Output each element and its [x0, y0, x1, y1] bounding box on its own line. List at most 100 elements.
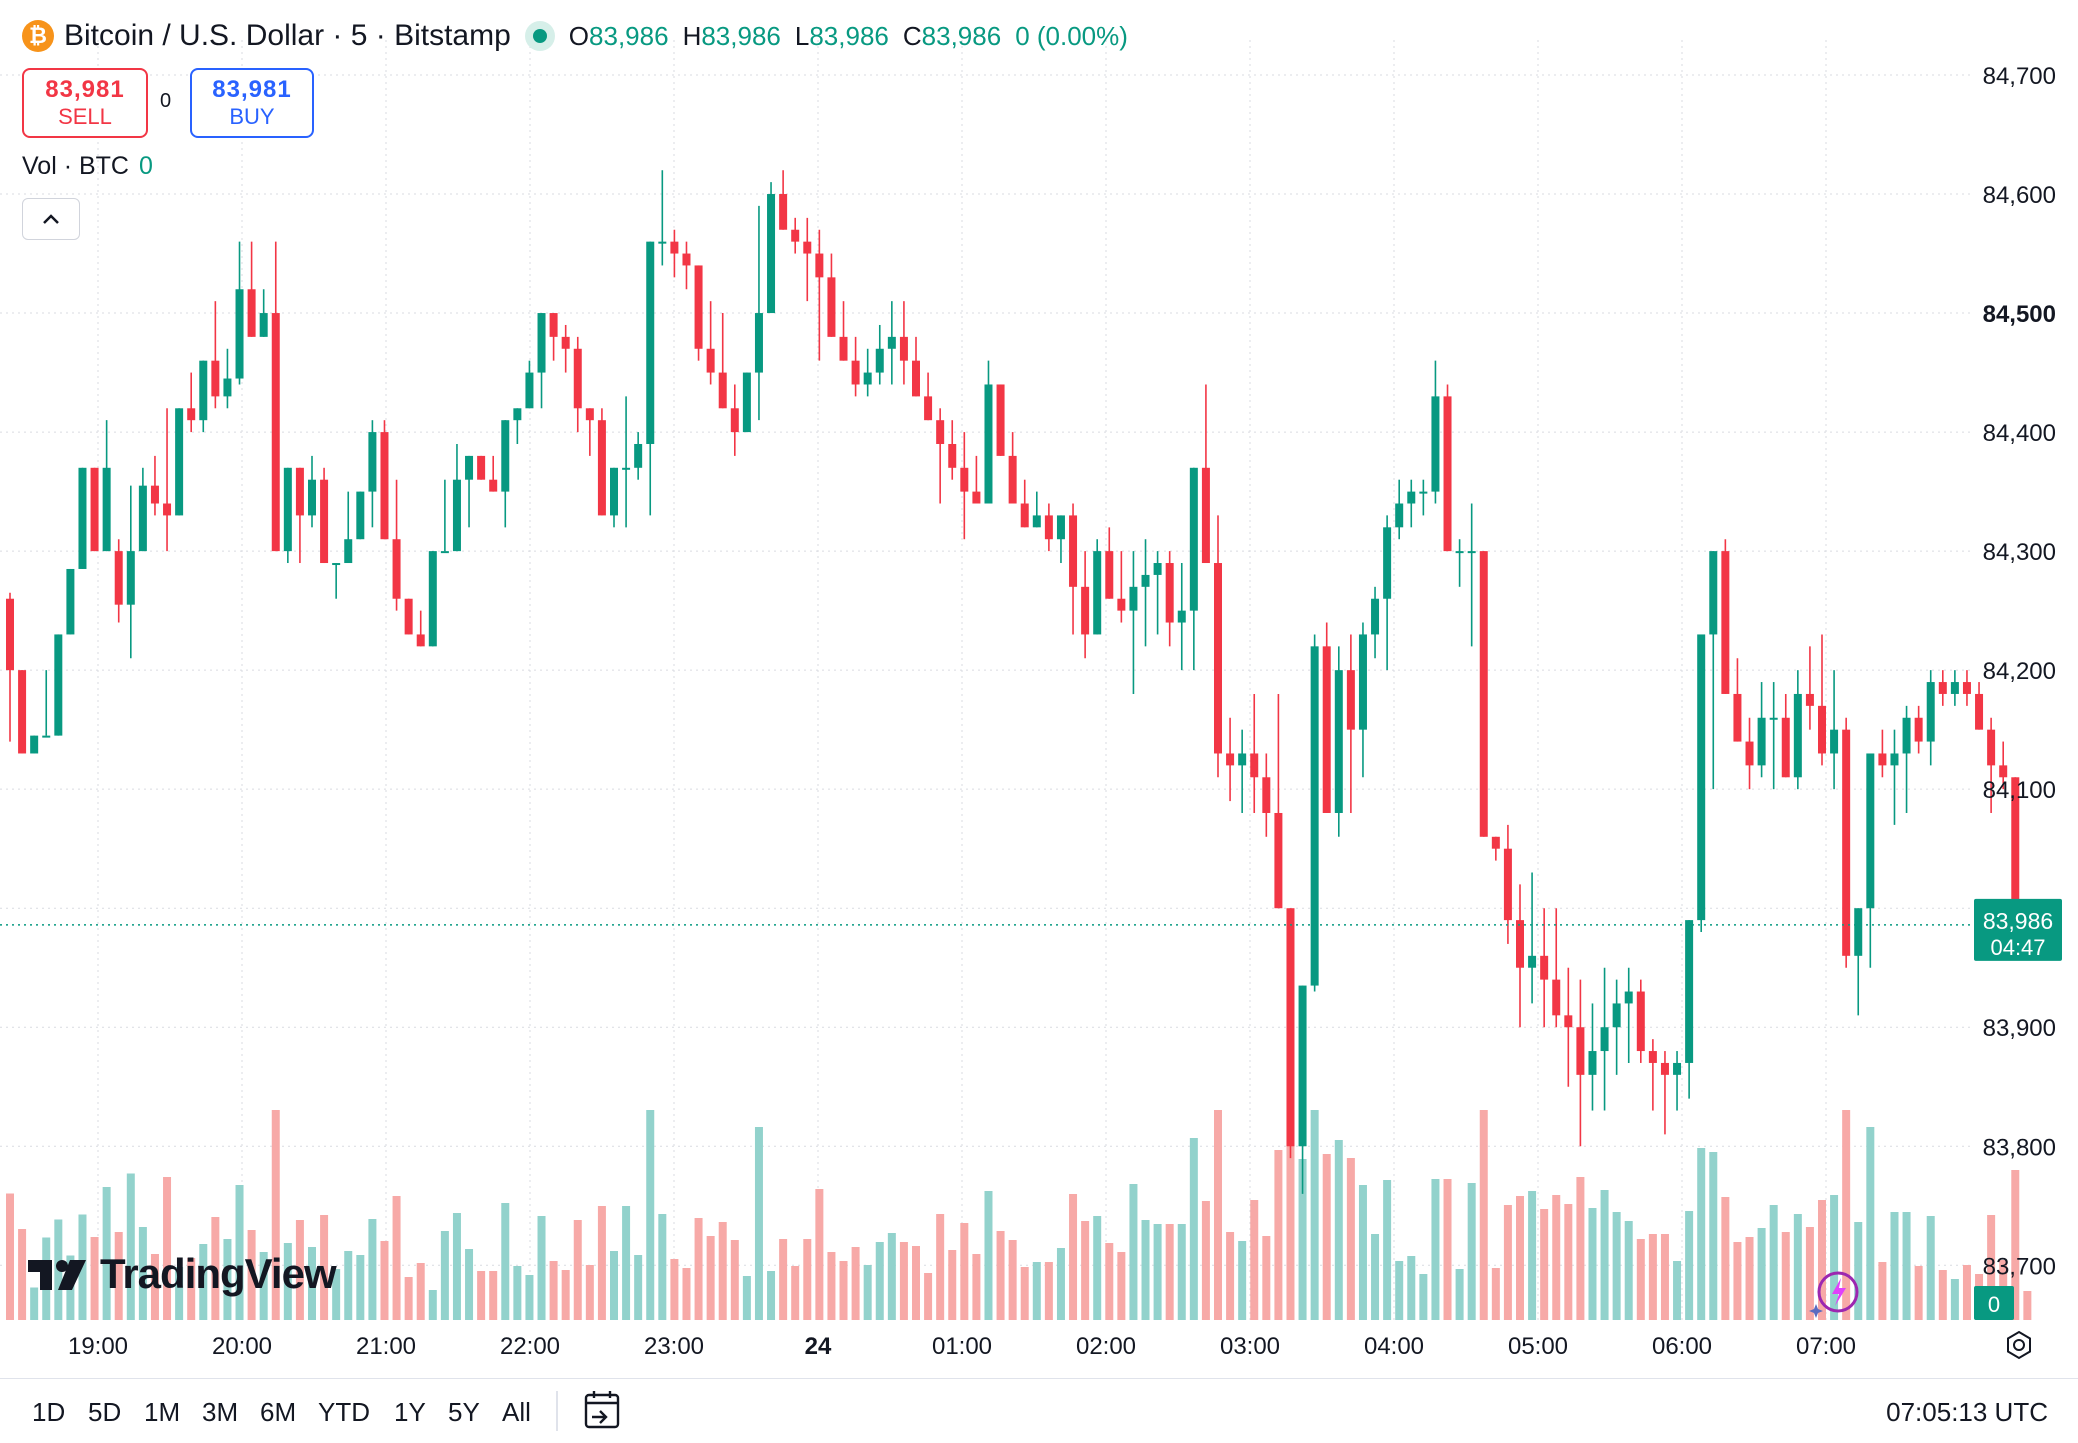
volume-bar: [1890, 1212, 1899, 1320]
time-tick-label: 03:00: [1220, 1333, 1280, 1360]
volume-bar: [1274, 1150, 1283, 1320]
volume-bar: [1648, 1234, 1657, 1320]
volume-bar: [791, 1266, 800, 1320]
candle-body: [223, 378, 232, 397]
time-tick-label: 23:00: [644, 1333, 704, 1360]
tradingview-logo-text: TradingView: [100, 1250, 337, 1297]
volume-bar: [658, 1214, 667, 1320]
candle-body: [114, 551, 123, 605]
price-tick-label: 84,500: [1983, 301, 2056, 328]
timeframe-5d[interactable]: 5D: [88, 1397, 122, 1427]
volume-bar: [863, 1265, 872, 1320]
candle-body: [1419, 491, 1428, 494]
candle-body: [1528, 955, 1537, 968]
timeframe-ytd[interactable]: YTD: [318, 1397, 370, 1427]
candle-body: [682, 253, 691, 266]
volume-bar: [1467, 1183, 1476, 1320]
candle-body: [1588, 1051, 1597, 1075]
volume-bar: [1540, 1209, 1549, 1320]
volume-bar: [332, 1269, 341, 1320]
symbol-header: ₿ Bitcoin / U.S. Dollar · 5 · Bitstamp O…: [22, 14, 1142, 58]
candle-body: [465, 455, 474, 480]
fast-action-icon[interactable]: [1808, 1268, 1860, 1325]
volume-bar: [1685, 1211, 1694, 1320]
price-tick-label: 84,200: [1983, 658, 2056, 685]
symbol-title[interactable]: Bitcoin / U.S. Dollar · 5 · Bitstamp: [64, 19, 511, 52]
high-value: 83,986: [701, 20, 781, 51]
volume-bar: [513, 1266, 522, 1320]
candle-body: [585, 408, 594, 421]
timeframe-3m[interactable]: 3M: [202, 1397, 239, 1427]
timeframe-1d[interactable]: 1D: [32, 1397, 66, 1427]
candle-body: [972, 491, 981, 504]
volume-bar: [1673, 1261, 1682, 1320]
timeframe-6m[interactable]: 6M: [260, 1397, 297, 1427]
go-to-date-button[interactable]: [582, 1389, 622, 1436]
time-tick-label: 04:00: [1364, 1333, 1424, 1360]
volume-bar: [30, 1287, 39, 1320]
volume-bar: [1721, 1197, 1730, 1320]
volume-bar: [380, 1241, 389, 1320]
volume-bar: [646, 1110, 655, 1320]
volume-bar: [1020, 1267, 1029, 1320]
candle-body: [1878, 753, 1887, 766]
volume-bar: [295, 1220, 304, 1320]
volume-bar: [1624, 1221, 1633, 1320]
volume-bar: [223, 1239, 232, 1320]
tradingview-logo[interactable]: TradingView: [26, 1250, 337, 1298]
time-tick-label: 01:00: [932, 1333, 992, 1360]
volume-bar: [887, 1233, 896, 1320]
timeframe-1m[interactable]: 1M: [144, 1397, 181, 1427]
candle-body: [622, 467, 631, 470]
volume-bar: [1842, 1110, 1851, 1320]
volume-legend[interactable]: Vol · BTC 0: [22, 152, 153, 181]
volume-bar: [1105, 1243, 1114, 1320]
buy-button[interactable]: 83,981 BUY: [190, 68, 314, 138]
market-status-icon[interactable]: [524, 21, 555, 51]
sell-button[interactable]: 83,981 SELL: [22, 68, 148, 138]
candle-body: [1310, 646, 1319, 986]
candle-body: [392, 539, 401, 599]
candle-body: [211, 360, 220, 397]
volume-bar: [1612, 1212, 1621, 1320]
volume-bar: [1878, 1262, 1887, 1320]
volume-bar: [573, 1220, 582, 1320]
timeframe-1y[interactable]: 1Y: [394, 1397, 426, 1427]
volume-bar: [271, 1110, 280, 1320]
candle-body: [150, 485, 159, 504]
tradingview-logo-icon: [28, 1260, 86, 1290]
volume-bar: [1081, 1221, 1090, 1320]
collapse-legend-button[interactable]: [22, 198, 80, 240]
timeframe-all[interactable]: All: [502, 1397, 531, 1427]
volume-bar: [211, 1217, 220, 1320]
timeframe-5y[interactable]: 5Y: [448, 1397, 480, 1427]
candle-body: [1214, 563, 1222, 754]
bar-countdown: 04:47: [1990, 935, 2045, 960]
candle-body: [1044, 515, 1053, 540]
candle-body: [1600, 1027, 1609, 1052]
candle-body: [1238, 753, 1247, 766]
clock-display[interactable]: 07:05:13 UTC: [1886, 1397, 2048, 1427]
volume-bar: [501, 1203, 510, 1320]
candle-body: [525, 372, 534, 409]
candle-body: [839, 336, 848, 361]
candle-body: [440, 551, 449, 554]
candle-body: [549, 313, 558, 337]
volume-tag-bg: [1974, 1286, 2014, 1320]
volume-bar: [404, 1277, 413, 1320]
chevron-up-icon: [43, 214, 59, 224]
close-value: 83,986: [921, 20, 1002, 51]
chart-settings-icon[interactable]: [2004, 1330, 2034, 1365]
candle-body: [1334, 670, 1343, 813]
candle-body: [295, 467, 304, 516]
volume-bar: [1528, 1191, 1537, 1320]
volume-bar: [839, 1261, 848, 1320]
volume-bar: [102, 1187, 111, 1320]
candle-body: [924, 396, 933, 421]
volume-bar: [283, 1243, 292, 1320]
candle-body: [42, 735, 51, 738]
volume-bar: [1129, 1184, 1138, 1320]
volume-bar: [199, 1244, 208, 1320]
candle-body: [1105, 551, 1114, 599]
